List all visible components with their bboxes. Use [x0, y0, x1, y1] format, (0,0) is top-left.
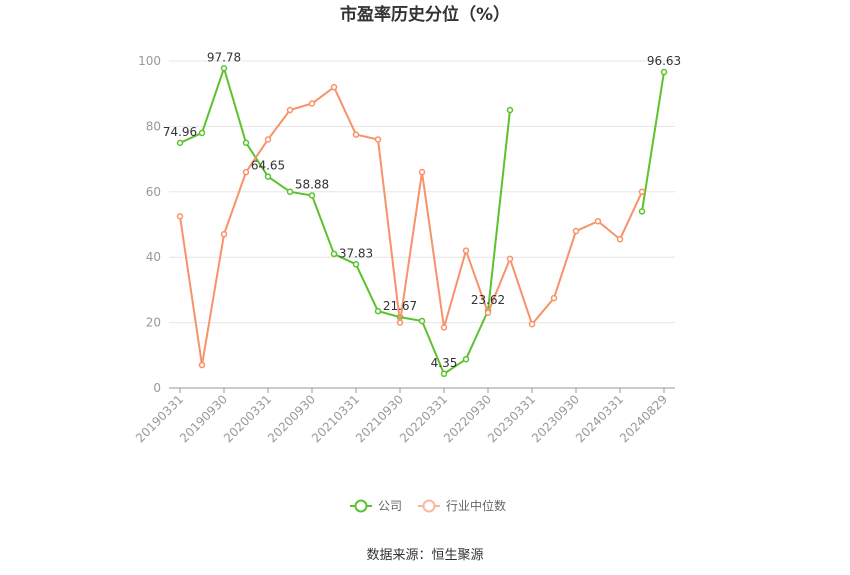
data-point — [176, 213, 184, 220]
data-point — [462, 247, 470, 254]
data-source: 数据来源：恒生聚源 — [366, 548, 483, 563]
y-tick-label: 60 — [146, 185, 161, 199]
data-point — [220, 231, 228, 238]
data-point — [418, 317, 426, 325]
y-tick-label: 0 — [153, 381, 161, 395]
data-label: 96.63 — [647, 54, 681, 68]
data-label: 4.35 — [431, 356, 458, 370]
legend-marker-icon — [354, 499, 368, 513]
data-point — [572, 227, 580, 235]
data-label: 97.78 — [207, 50, 241, 64]
legend-label: 行业中位数 — [446, 498, 506, 513]
data-point — [286, 188, 294, 196]
data-point — [594, 217, 602, 225]
data-point — [638, 208, 646, 215]
data-label: 64.65 — [251, 159, 285, 173]
data-point — [242, 139, 250, 146]
data-point — [550, 294, 558, 302]
x-tick-label: 20240829 — [617, 392, 670, 445]
data-label: 23.62 — [471, 293, 505, 307]
chart-title: 市盈率历史分位（%） — [340, 4, 510, 25]
data-point — [198, 129, 206, 137]
data-point — [374, 307, 382, 315]
data-label: 74.96 — [163, 125, 197, 139]
data-label: 58.88 — [295, 177, 329, 191]
data-point — [330, 83, 338, 91]
data-point — [462, 355, 470, 363]
data-point — [264, 136, 272, 143]
data-point — [308, 192, 316, 199]
y-tick-label: 40 — [146, 250, 161, 264]
series-line — [641, 71, 665, 212]
data-point — [308, 100, 316, 107]
data-point — [506, 106, 514, 114]
series-line — [179, 86, 643, 367]
y-tick-label: 20 — [146, 316, 161, 330]
data-label: 21.67 — [383, 299, 417, 313]
legend-item[interactable]: 公司 — [350, 499, 402, 513]
data-point — [264, 173, 272, 180]
data-point — [440, 324, 448, 331]
data-label: 37.83 — [339, 246, 373, 260]
data-point — [352, 131, 360, 138]
y-tick-label: 80 — [146, 119, 161, 133]
y-tick-label: 100 — [138, 54, 161, 68]
data-point — [286, 106, 294, 114]
data-point — [242, 168, 250, 176]
legend-marker-icon — [422, 499, 436, 513]
data-point — [506, 255, 514, 263]
legend-item[interactable]: 行业中位数 — [418, 498, 506, 513]
data-point — [352, 261, 360, 268]
data-point — [660, 68, 668, 76]
data-point — [220, 65, 228, 72]
data-point — [418, 168, 426, 176]
data-point — [638, 188, 646, 196]
series-line — [179, 67, 511, 375]
data-point — [374, 136, 382, 143]
data-point — [396, 319, 404, 326]
data-point — [440, 370, 448, 378]
legend-label: 公司 — [378, 499, 402, 513]
data-point — [484, 309, 492, 317]
data-point — [198, 361, 206, 369]
data-point — [176, 139, 184, 147]
data-point — [528, 320, 536, 328]
data-point — [330, 250, 338, 258]
data-point — [616, 235, 624, 243]
